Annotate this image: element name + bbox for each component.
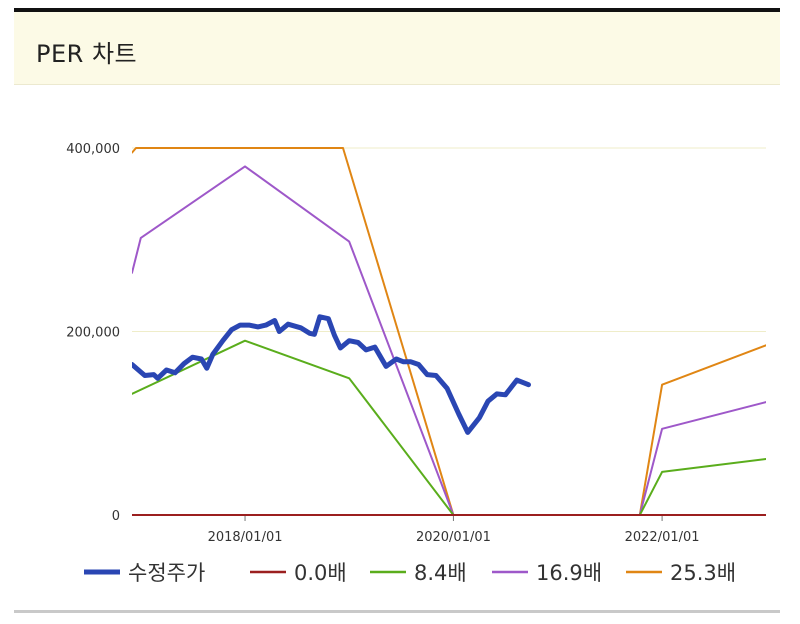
legend-item-3[interactable]: 16.9배 xyxy=(492,561,602,585)
legend-label: 25.3배 xyxy=(670,561,736,585)
y-tick-label: 0 xyxy=(112,509,120,524)
legend-label: 수정주가 xyxy=(128,561,205,585)
legend-item-1[interactable]: 0.0배 xyxy=(250,561,347,585)
x-tick-label: 2018/01/01 xyxy=(208,530,283,545)
y-tick-label: 200,000 xyxy=(66,326,120,341)
chart-title: PER 차트 xyxy=(36,40,138,68)
per-chart: 0 200,000 400,000 2018/01/01 2020/01/01 2022… xyxy=(66,142,766,585)
legend-label: 0.0배 xyxy=(294,561,347,585)
series-line-0 xyxy=(132,314,531,435)
x-tick-label: 2022/01/01 xyxy=(625,530,700,545)
x-tick-label: 2020/01/01 xyxy=(416,530,491,545)
series-line-2 xyxy=(132,339,766,516)
legend-item-2[interactable]: 8.4배 xyxy=(370,561,467,585)
legend[interactable]: 수정주가 0.0배 8.4배 16.9배 25.3배 xyxy=(84,561,736,585)
legend-label: 8.4배 xyxy=(414,561,467,585)
grid-layer: 0 200,000 400,000 xyxy=(66,142,766,524)
legend-item-0[interactable]: 수정주가 xyxy=(84,561,205,585)
legend-item-4[interactable]: 25.3배 xyxy=(626,561,736,585)
series-layer xyxy=(132,147,766,516)
legend-label: 16.9배 xyxy=(536,561,602,585)
y-tick-label: 400,000 xyxy=(66,142,120,157)
series-line-3 xyxy=(132,165,766,516)
per-chart-panel: PER 차트 0 200,000 400,000 2018/01/01 2020/01… xyxy=(14,8,780,613)
panel-header: PER 차트 xyxy=(14,12,780,85)
axis-layer: 2018/01/01 2020/01/01 2022/01/01 xyxy=(208,515,700,545)
series-line-4 xyxy=(132,147,766,516)
